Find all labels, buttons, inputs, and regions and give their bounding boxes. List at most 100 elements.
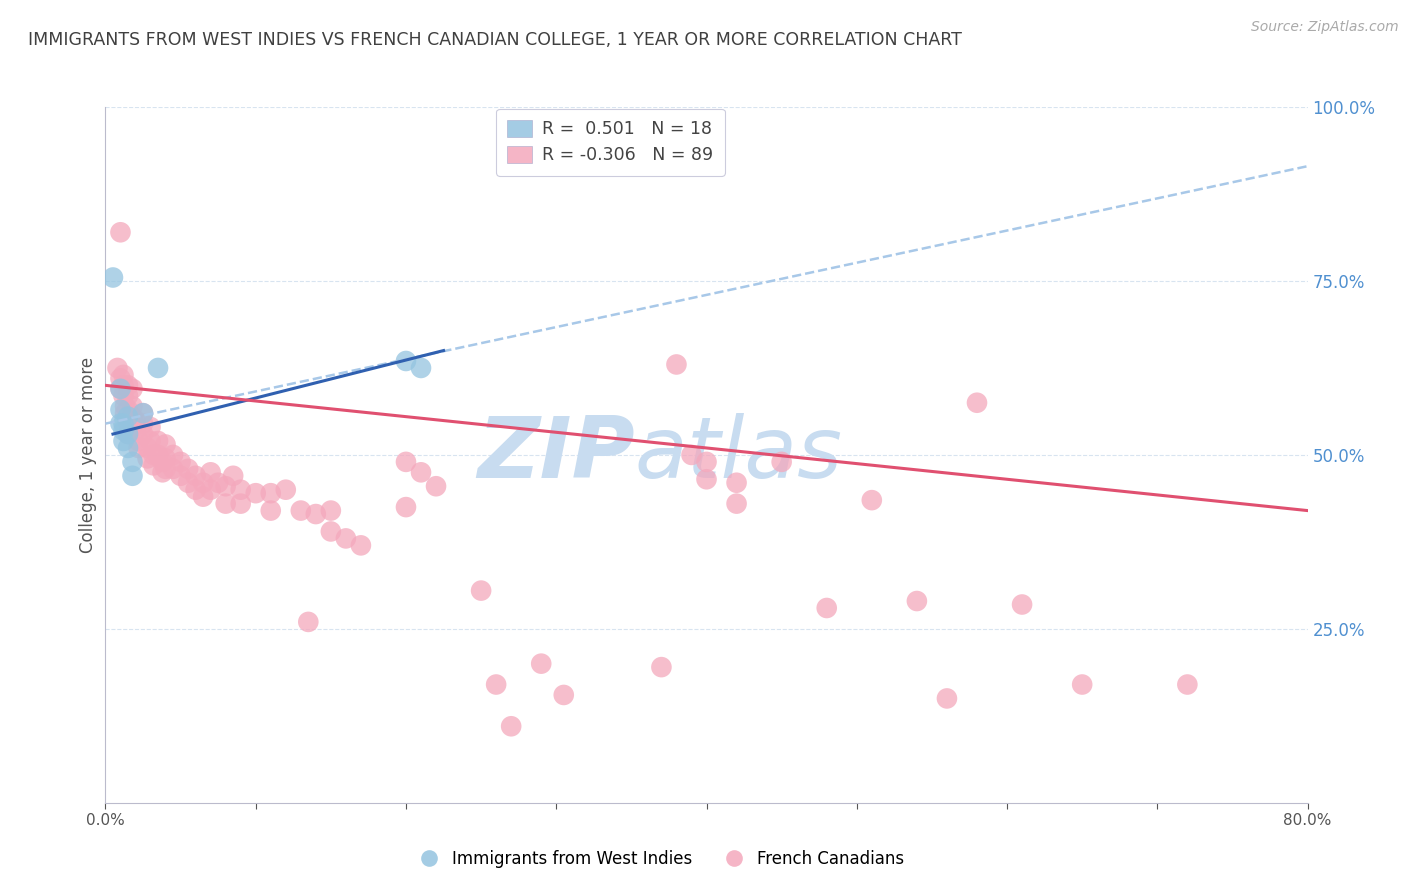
Point bbox=[155, 451, 177, 466]
Point bbox=[162, 462, 184, 476]
Point bbox=[1011, 598, 1033, 612]
Point bbox=[200, 466, 222, 480]
Legend: Immigrants from West Indies, French Canadians: Immigrants from West Indies, French Cana… bbox=[405, 843, 911, 874]
Point bbox=[319, 524, 342, 539]
Point bbox=[530, 657, 553, 671]
Point bbox=[665, 358, 688, 372]
Point bbox=[107, 360, 129, 375]
Point bbox=[112, 417, 135, 431]
Point bbox=[112, 434, 135, 448]
Point bbox=[112, 368, 135, 382]
Point bbox=[110, 382, 132, 396]
Text: Source: ZipAtlas.com: Source: ZipAtlas.com bbox=[1251, 20, 1399, 34]
Point bbox=[1175, 677, 1198, 691]
Point bbox=[128, 441, 150, 455]
Point bbox=[650, 660, 672, 674]
Point bbox=[696, 472, 718, 486]
Point bbox=[146, 360, 169, 375]
Point bbox=[191, 490, 214, 504]
Point bbox=[260, 503, 283, 517]
Point bbox=[114, 406, 136, 420]
Point bbox=[815, 601, 838, 615]
Point bbox=[155, 437, 177, 451]
Point bbox=[425, 479, 447, 493]
Point bbox=[214, 479, 236, 493]
Point bbox=[860, 493, 883, 508]
Point bbox=[101, 270, 124, 285]
Point bbox=[319, 503, 342, 517]
Point bbox=[553, 688, 575, 702]
Point bbox=[725, 475, 748, 490]
Point bbox=[184, 468, 207, 483]
Point bbox=[177, 475, 200, 490]
Point bbox=[146, 448, 169, 462]
Point bbox=[110, 382, 132, 396]
Text: IMMIGRANTS FROM WEST INDIES VS FRENCH CANADIAN COLLEGE, 1 YEAR OR MORE CORRELATI: IMMIGRANTS FROM WEST INDIES VS FRENCH CA… bbox=[28, 31, 962, 49]
Point bbox=[395, 354, 418, 368]
Point bbox=[142, 458, 165, 473]
Point bbox=[121, 409, 143, 424]
Point bbox=[121, 455, 143, 469]
Point bbox=[274, 483, 297, 497]
Point bbox=[260, 486, 283, 500]
Point bbox=[117, 417, 139, 431]
Point bbox=[121, 382, 143, 396]
Point bbox=[770, 455, 793, 469]
Point bbox=[297, 615, 319, 629]
Point bbox=[162, 448, 184, 462]
Point bbox=[409, 466, 432, 480]
Point bbox=[112, 378, 135, 392]
Point bbox=[112, 389, 135, 403]
Point bbox=[222, 468, 245, 483]
Point bbox=[169, 455, 191, 469]
Point bbox=[350, 538, 373, 552]
Point bbox=[696, 455, 718, 469]
Point bbox=[725, 497, 748, 511]
Point bbox=[142, 448, 165, 462]
Point bbox=[245, 486, 267, 500]
Point bbox=[395, 455, 418, 469]
Point bbox=[132, 406, 155, 420]
Point bbox=[290, 503, 312, 517]
Point bbox=[229, 497, 252, 511]
Point bbox=[110, 402, 132, 417]
Text: atlas: atlas bbox=[634, 413, 842, 497]
Point bbox=[177, 462, 200, 476]
Point bbox=[128, 434, 150, 448]
Point bbox=[110, 371, 132, 385]
Point bbox=[905, 594, 928, 608]
Point bbox=[117, 389, 139, 403]
Point bbox=[214, 497, 236, 511]
Point bbox=[117, 427, 139, 442]
Point bbox=[191, 475, 214, 490]
Point bbox=[152, 455, 174, 469]
Point bbox=[117, 402, 139, 417]
Point bbox=[485, 677, 508, 691]
Point bbox=[335, 532, 357, 546]
Point bbox=[117, 427, 139, 442]
Point bbox=[207, 475, 229, 490]
Point bbox=[305, 507, 328, 521]
Point bbox=[117, 441, 139, 455]
Point bbox=[139, 420, 162, 434]
Point bbox=[936, 691, 959, 706]
Point bbox=[229, 483, 252, 497]
Point bbox=[409, 360, 432, 375]
Point bbox=[152, 466, 174, 480]
Point bbox=[136, 451, 159, 466]
Point bbox=[184, 483, 207, 497]
Y-axis label: College, 1 year or more: College, 1 year or more bbox=[79, 357, 97, 553]
Point bbox=[121, 468, 143, 483]
Point bbox=[155, 462, 177, 476]
Point bbox=[681, 448, 703, 462]
Point bbox=[121, 399, 143, 413]
Point bbox=[132, 417, 155, 431]
Point bbox=[132, 406, 155, 420]
Point bbox=[117, 409, 139, 424]
Point bbox=[966, 396, 988, 410]
Point bbox=[110, 225, 132, 239]
Point bbox=[110, 417, 132, 431]
Point bbox=[200, 483, 222, 497]
Point bbox=[501, 719, 523, 733]
Point bbox=[132, 427, 155, 442]
